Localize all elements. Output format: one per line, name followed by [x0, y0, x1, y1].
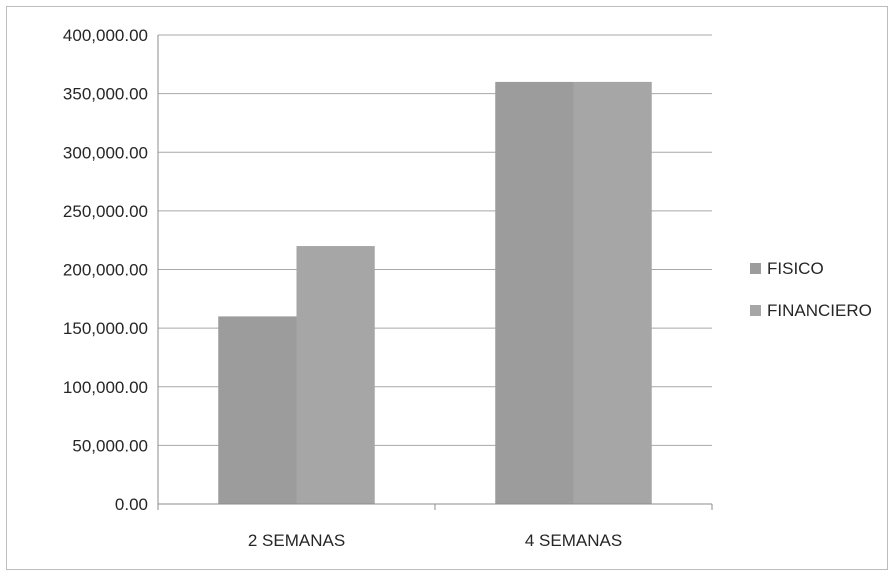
y-tick-label: 300,000.00 — [63, 143, 148, 162]
bars — [218, 81, 652, 505]
y-tick-label: 100,000.00 — [63, 378, 148, 397]
legend-label-financiero: FINANCIERO — [767, 301, 872, 320]
chart-frame — [6, 6, 888, 570]
y-tick-label: 250,000.00 — [63, 202, 148, 221]
legend-swatch-fisico — [750, 263, 761, 274]
y-tick-label: 50,000.00 — [72, 436, 148, 455]
y-tick-label: 150,000.00 — [63, 319, 148, 338]
bar-fisico-1 — [218, 316, 297, 504]
y-tick-label: 200,000.00 — [63, 261, 148, 280]
axes — [157, 35, 713, 510]
legend-swatch-financiero — [750, 305, 761, 316]
y-tick-label: 0.00 — [115, 495, 148, 514]
y-tick-label: 400,000.00 — [63, 26, 148, 45]
legend: FISICO FINANCIERO — [750, 259, 872, 320]
x-tick-labels: 2 SEMANAS 4 SEMANAS — [248, 531, 622, 550]
x-tick-label: 2 SEMANAS — [248, 531, 345, 550]
x-tick-label: 4 SEMANAS — [525, 531, 622, 550]
bar-financiero-2 — [573, 81, 652, 505]
bar-financiero-1 — [296, 246, 375, 505]
legend-label-fisico: FISICO — [767, 259, 824, 278]
y-tick-labels: 0.00 50,000.00 100,000.00 150,000.00 200,000… — [63, 26, 148, 514]
y-tick-label: 350,000.00 — [63, 85, 148, 104]
bar-fisico-2 — [495, 81, 574, 505]
